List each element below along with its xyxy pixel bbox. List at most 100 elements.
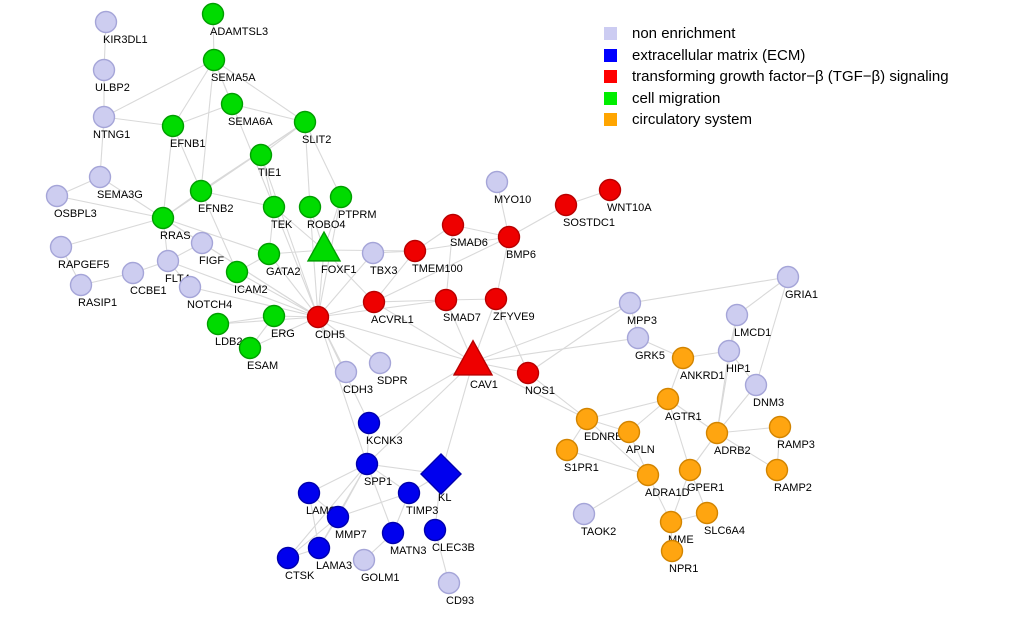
- node-shape-circle: [678, 458, 702, 482]
- node-label: SEMA6A: [228, 116, 273, 128]
- node-shape-circle: [725, 303, 749, 327]
- node-label: LAMA3: [316, 560, 352, 572]
- node-shape-circle: [45, 184, 69, 208]
- node-label: ICAM2: [234, 284, 268, 296]
- node-shape-circle: [249, 143, 273, 167]
- node-label: CDH3: [343, 384, 373, 396]
- node-label: BMP6: [506, 249, 536, 261]
- node-RAPGEF5: RAPGEF5: [49, 235, 109, 271]
- node-shape-circle: [441, 213, 465, 237]
- node-label: LMCD1: [734, 327, 771, 339]
- node-GRIA1: GRIA1: [776, 265, 818, 301]
- node-MATN3: MATN3: [381, 521, 426, 557]
- node-shape-circle: [121, 261, 145, 285]
- node-label: EFNB1: [170, 138, 205, 150]
- legend-label: circulatory system: [632, 111, 753, 129]
- node-ZFYVE9: ZFYVE9: [484, 287, 535, 323]
- node-ANKRD1: ANKRD1: [671, 346, 725, 382]
- node-label: DNM3: [753, 397, 784, 409]
- node-label: EDNRB: [584, 431, 623, 443]
- edge-ACVRL1-BMP6: [373, 236, 510, 303]
- node-shape-circle: [660, 539, 684, 563]
- legend-swatch-icon: [604, 70, 617, 84]
- edge-NTNG1-SEMA5A: [103, 59, 215, 118]
- node-EFNB2: EFNB2: [189, 179, 233, 215]
- node-TIE1: TIE1: [249, 143, 281, 179]
- edge-EDNRB-AGTR1: [586, 398, 669, 420]
- node-label: MMP7: [335, 529, 367, 541]
- node-CDH5: CDH5: [306, 305, 345, 341]
- node-label: MATN3: [390, 545, 426, 557]
- node-TMEM100: TMEM100: [403, 239, 463, 275]
- legend-swatch-icon: [604, 48, 617, 62]
- node-RASIP1: RASIP1: [69, 273, 117, 309]
- edge-NTNG1-EFNB1: [103, 116, 174, 127]
- edge-CAV1-GRK5: [472, 337, 639, 363]
- node-SOSTDC1: SOSTDC1: [554, 193, 615, 229]
- node-label: RASIP1: [78, 297, 117, 309]
- node-label: TIMP3: [406, 505, 438, 517]
- edge-EFNB2-ICAM2: [200, 190, 238, 273]
- node-label: FOXF1: [321, 264, 356, 276]
- node-shape-circle: [262, 304, 286, 328]
- edge-CAV1-MPP3: [472, 302, 631, 363]
- node-ADRB2: ADRB2: [705, 421, 751, 457]
- legend-swatch-icon: [604, 91, 617, 105]
- node-label: WNT10A: [607, 202, 652, 214]
- node-SEMA5A: SEMA5A: [202, 48, 256, 84]
- edge-EFNB1-RRAS: [162, 125, 174, 219]
- node-shape-circle: [765, 458, 789, 482]
- node-label: ERG: [271, 328, 295, 340]
- legend-label: transforming growth factor−β (TGF−β) sig…: [632, 68, 949, 86]
- node-label: ZFYVE9: [493, 311, 535, 323]
- node-label: KIR3DL1: [103, 34, 148, 46]
- edge-TBX3-CDH5: [317, 252, 374, 318]
- node-shape-circle: [357, 411, 381, 435]
- node-label: GPER1: [687, 482, 724, 494]
- node-label: MYO10: [494, 194, 531, 206]
- node-RAMP3: RAMP3: [768, 415, 815, 451]
- node-label: PTPRM: [338, 209, 377, 221]
- node-shape-circle: [326, 505, 350, 529]
- node-label: LDB2: [215, 336, 243, 348]
- node-label: SEMA5A: [211, 72, 256, 84]
- node-label: MPP3: [627, 315, 657, 327]
- node-shape-circle: [497, 225, 521, 249]
- node-NOTCH4: NOTCH4: [178, 275, 232, 311]
- node-shape-circle: [636, 463, 660, 487]
- edge-SPP1-CTSK: [287, 463, 368, 559]
- node-shape-circle: [423, 518, 447, 542]
- edge-CAV1-EDNRB: [472, 361, 588, 420]
- edge-SEMA5A-EFNB2: [200, 59, 215, 192]
- node-shape-circle: [206, 312, 230, 336]
- edge-SEMA5A-EFNB1: [172, 59, 215, 127]
- edge-ICAM2-CDH5: [236, 271, 319, 318]
- node-DNM3: DNM3: [744, 373, 784, 409]
- edge-RAPGEF5-RRAS: [60, 217, 164, 248]
- edge-FIGF-CDH5: [201, 242, 319, 318]
- node-CCBE1: CCBE1: [121, 261, 167, 297]
- node-ICAM2: ICAM2: [225, 260, 268, 296]
- node-shape-circle: [69, 273, 93, 297]
- node-SEMA6A: SEMA6A: [220, 92, 273, 128]
- node-shape-circle: [626, 326, 650, 350]
- node-shape-circle: [49, 235, 73, 259]
- node-shape-circle: [368, 351, 392, 375]
- edge-ACVRL1-CAV1: [373, 301, 474, 363]
- node-shape-circle: [671, 346, 695, 370]
- node-label: SEMA3G: [97, 189, 143, 201]
- node-shape-circle: [201, 2, 225, 26]
- node-WNT10A: WNT10A: [598, 178, 652, 214]
- edge-SLIT2-PTPRM: [304, 121, 342, 198]
- edge-AGTR1-GPER1: [667, 398, 691, 471]
- node-PTPRM: PTPRM: [329, 185, 377, 221]
- node-shape-circle: [352, 548, 376, 572]
- node-label: ADAMTSL3: [210, 26, 268, 38]
- node-shape-circle: [598, 178, 622, 202]
- node-shape-circle: [156, 249, 180, 273]
- node-BMP6: BMP6: [497, 225, 536, 261]
- node-label: SOSTDC1: [563, 217, 615, 229]
- node-label: RAMP3: [777, 439, 815, 451]
- node-label: ADRA1D: [645, 487, 690, 499]
